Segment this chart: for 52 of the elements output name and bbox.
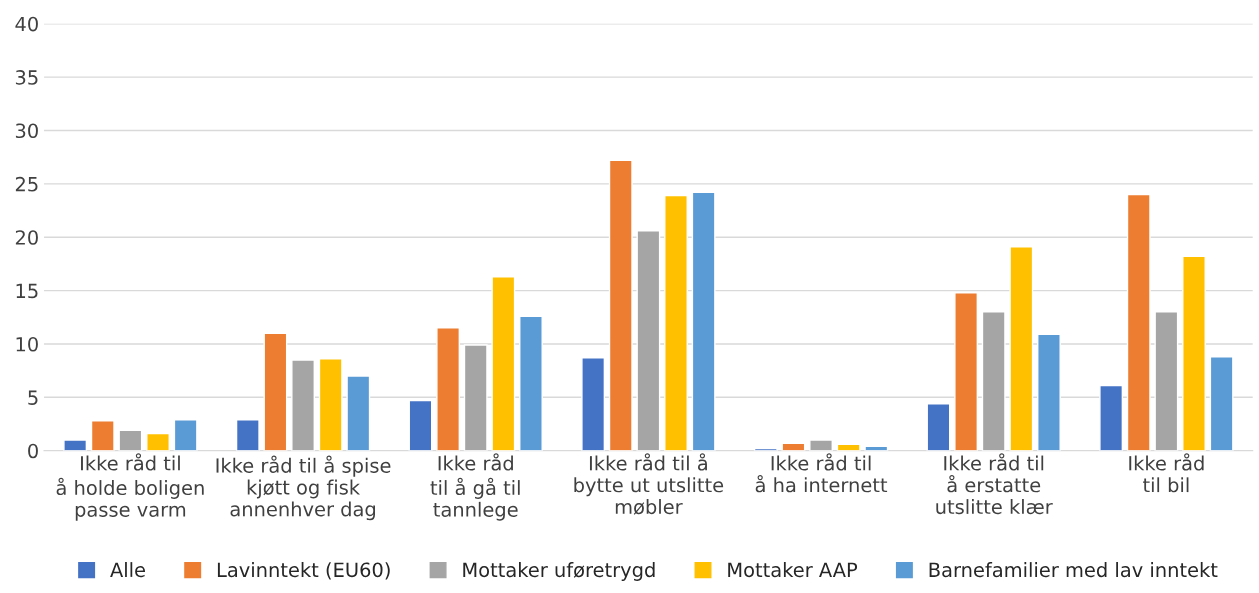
bar [519,315,543,451]
bar [636,230,661,451]
bar [491,275,516,451]
y-tick-label: 15 [16,283,38,299]
bar [1099,384,1124,451]
x-tick-label: Ikke råd til å bytte ut utslitte møbler [574,453,724,515]
bar [436,327,461,451]
y-tick-label: 20 [15,230,38,245]
x-tick-label: Ikke råd til å gå til tannlege [430,453,520,521]
legend-label: Mottaker AAP [728,562,858,578]
bar [1126,193,1151,451]
bar [463,344,488,451]
bar [235,419,260,451]
x-tick-label: Ikke råd til å holde boligen passe varm [56,453,204,521]
y-tick-label: 0 [28,443,38,459]
bar [691,191,716,451]
bar [291,359,315,451]
bar [1037,333,1061,451]
bar [664,194,688,451]
bar [1182,255,1206,451]
bar [408,399,433,451]
legend-label: Barnefamilier med lav inntekt [929,562,1218,578]
bar [954,292,979,451]
y-tick-label: 25 [15,176,38,192]
y-tick-label: 10 [16,336,38,352]
bar [809,439,833,451]
y-tick-label: 35 [15,70,38,85]
bar [1154,311,1179,451]
bar [263,332,288,451]
bar [1009,246,1034,451]
legend-label: Alle [110,562,145,578]
bar [926,403,951,451]
bar [1209,356,1234,451]
x-tick-label: Ikke råd til å spise kjøtt og fisk annenhver dag [216,455,391,521]
bar [146,432,170,451]
bar [173,419,198,451]
x-tick-label: Ikke råd til å erstatte utslitte klær [936,453,1053,515]
legend-label: Lavinntekt (EU60) [217,562,390,580]
y-tick-label: 40 [15,16,38,32]
x-tick-label: Ikke råd til bil [1129,453,1204,493]
bar [318,358,343,451]
y-tick-label: 30 [15,123,38,139]
legend-label: Mottaker uføretrygd [463,562,655,581]
bar [346,375,371,451]
bar [608,159,633,451]
x-tick-label: Ikke råd til å ha internett [755,453,888,493]
y-tick-label: 5 [28,390,38,405]
bar [90,420,115,451]
bar [118,429,143,451]
bar [63,439,88,451]
bar [981,311,1006,451]
bar [581,357,606,451]
